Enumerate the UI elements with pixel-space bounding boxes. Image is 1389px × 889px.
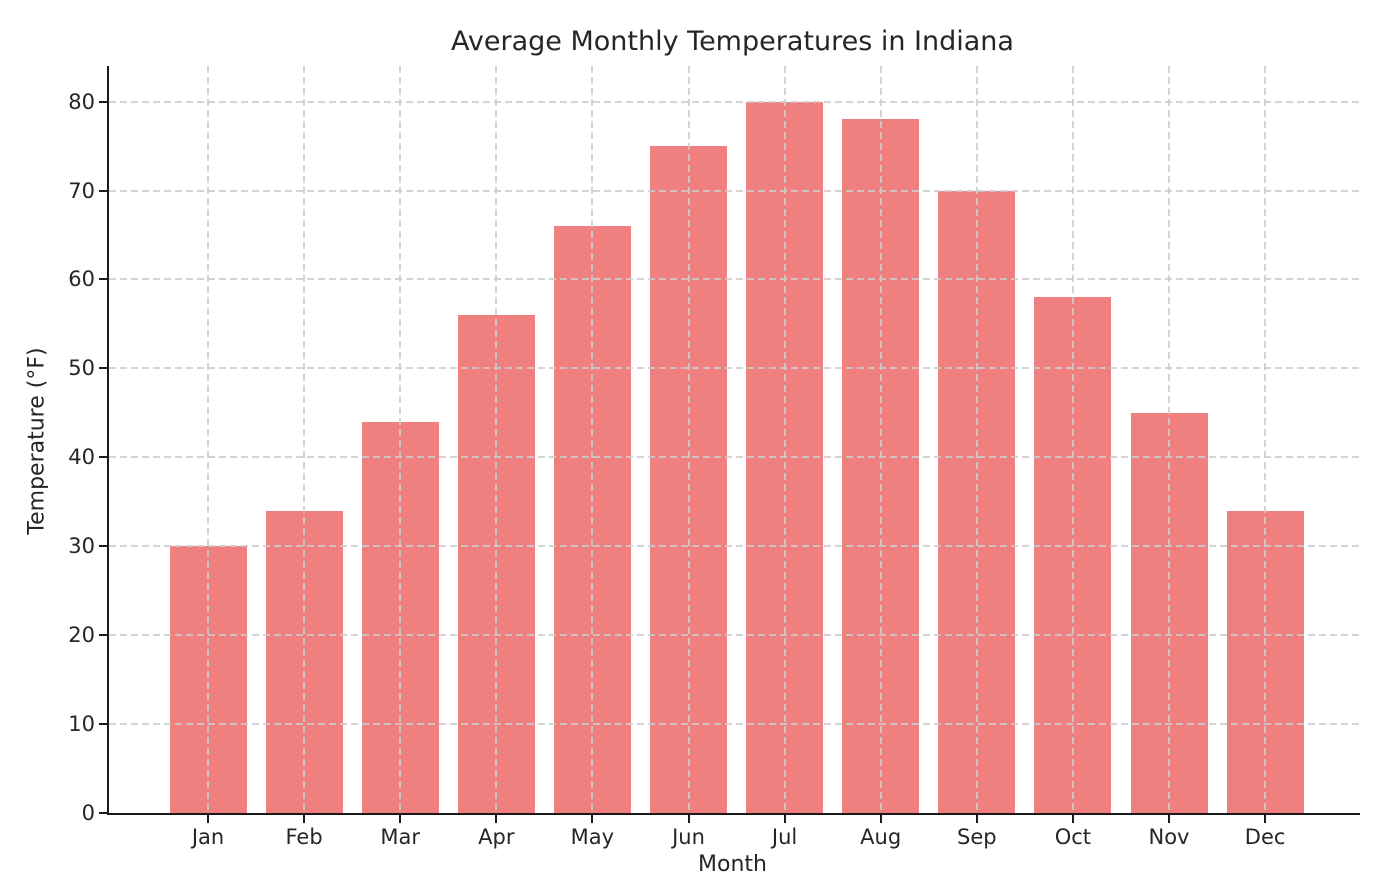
y-tick-mark [99,634,107,637]
y-tick-mark [99,189,107,192]
x-tick-label: Jan [191,825,225,849]
y-tick-label: 70 [68,178,95,203]
bar-dec [1226,510,1304,813]
bar-jul [746,101,824,813]
y-gridline [109,278,1360,281]
y-axis-label: Temperature (°F) [24,347,50,535]
x-tick-mark [303,815,306,823]
x-tick-label: Sep [957,825,997,849]
y-gridline [109,367,1360,370]
y-tick-label: 10 [68,712,95,737]
y-tick-label: 40 [68,445,95,470]
y-tick-label: 0 [81,801,95,825]
x-tick-label: Apr [478,825,515,849]
x-tick-mark [207,815,209,823]
y-tick-mark [99,723,107,726]
x-tick-mark [399,815,402,823]
bar-nov [1130,412,1208,813]
bar-aug [842,119,920,813]
x-tick-label: May [570,825,615,849]
bar-sep [938,190,1016,813]
y-tick-mark [99,545,107,548]
plot-area: 0 10 20 30 40 50 60 70 80 Jan Feb Mar Apr May Jun Jul Au… [68,66,1360,849]
bar-may [553,226,631,813]
x-tick-mark [1168,815,1170,823]
x-tick-label: Oct [1054,825,1092,849]
y-tick-mark [99,100,107,103]
x-tick-mark [783,815,786,823]
x-tick-label: Mar [380,825,420,849]
bar-jun [650,146,727,813]
x-tick-mark [591,815,594,823]
y-tick-mark [99,456,107,459]
y-gridline [109,189,1360,192]
x-axis-label: Month [698,852,767,877]
x-tick-label: Aug [860,825,902,849]
x-tick-label: Feb [285,825,323,849]
x-tick-mark [1264,815,1267,823]
y-tick-label: 80 [68,89,95,114]
x-tick-label: Nov [1148,825,1190,849]
x-tick-mark [495,815,498,823]
y-tick-mark [99,367,107,370]
y-gridline [109,100,1360,103]
bar-apr [457,315,535,813]
y-tick-mark [99,812,107,814]
x-tick-mark [1071,815,1074,823]
bar-jan [169,546,247,813]
x-tick-mark [879,815,882,823]
y-tick-label: 20 [68,623,95,648]
bar-oct [1034,297,1112,813]
x-tick-mark [975,815,978,823]
y-tick-label: 50 [68,356,95,381]
x-tick-mark [687,815,690,823]
x-tick-label: Dec [1244,825,1286,849]
y-tick-mark [99,278,107,281]
x-tick-label: Jul [771,825,798,849]
bar-mar [361,421,439,813]
y-tick-label: 60 [68,267,95,292]
bar-feb [265,510,343,813]
chart-title: Average Monthly Temperatures in Indiana [451,26,1014,57]
x-tick-label: Jun [672,825,705,849]
y-tick-label: 30 [68,534,95,559]
